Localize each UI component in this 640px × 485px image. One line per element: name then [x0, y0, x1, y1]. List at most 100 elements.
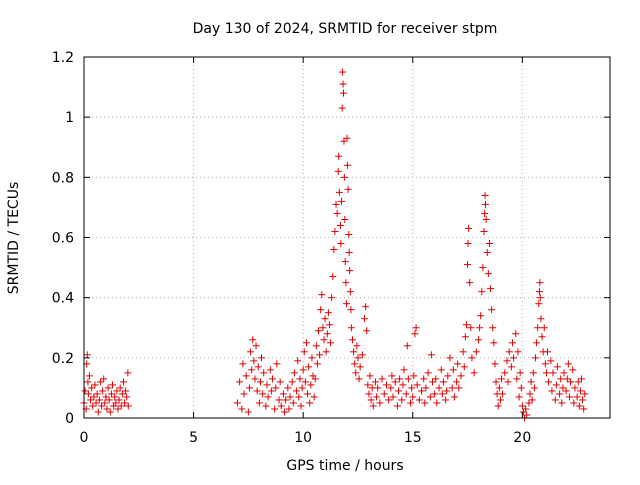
data-point [295, 393, 303, 401]
data-point [245, 384, 253, 392]
data-point [302, 339, 310, 347]
data-point [252, 342, 260, 350]
data-point [121, 399, 129, 407]
data-point [356, 363, 364, 371]
data-point [391, 378, 399, 386]
data-point [418, 387, 426, 395]
data-point [510, 354, 518, 362]
data-point [305, 363, 313, 371]
data-point [464, 240, 472, 248]
data-point [249, 336, 257, 344]
data-point [100, 375, 108, 383]
data-point [107, 390, 115, 398]
data-point [315, 327, 323, 335]
data-point [98, 402, 106, 410]
data-point [534, 324, 542, 332]
data-point [124, 369, 132, 377]
data-point [103, 405, 111, 413]
data-point [389, 393, 397, 401]
data-point [105, 396, 113, 404]
data-point [242, 372, 250, 380]
data-point [487, 285, 495, 293]
data-point [347, 324, 355, 332]
data-point [331, 227, 339, 235]
data-point [343, 134, 351, 142]
data-point [525, 399, 533, 407]
x-tick-label: 0 [80, 430, 89, 446]
data-point [327, 339, 335, 347]
data-point [453, 378, 461, 386]
data-point [496, 396, 504, 404]
data-point [333, 209, 341, 217]
data-point [387, 384, 395, 392]
grid-lines [84, 57, 610, 418]
data-point [358, 351, 366, 359]
x-axis-label: GPS time / hours [286, 458, 403, 474]
data-point [104, 384, 112, 392]
data-point [503, 357, 511, 365]
data-point [482, 200, 490, 208]
data-point [470, 369, 478, 377]
data-point [345, 249, 353, 257]
data-point [267, 387, 275, 395]
data-point [363, 327, 371, 335]
data-point [101, 399, 109, 407]
data-point [412, 324, 420, 332]
data-point [376, 399, 384, 407]
data-point [571, 384, 579, 392]
data-point [244, 408, 252, 416]
data-point [87, 396, 95, 404]
data-point [343, 300, 351, 308]
data-point [329, 273, 337, 281]
data-point [263, 381, 271, 389]
data-point [529, 369, 537, 377]
data-point [108, 381, 116, 389]
data-point [299, 366, 307, 374]
data-point [346, 267, 354, 275]
data-point [91, 381, 99, 389]
data-point [339, 80, 347, 88]
data-point [251, 375, 259, 383]
data-point [490, 339, 498, 347]
data-point [118, 390, 126, 398]
data-point [124, 402, 132, 410]
data-point [541, 360, 549, 368]
data-point [467, 324, 475, 332]
data-point [325, 321, 333, 329]
y-tick-label: 0.6 [52, 231, 74, 247]
data-point [579, 396, 587, 404]
data-point [461, 333, 469, 341]
data-point [350, 348, 358, 356]
data-point [352, 369, 360, 377]
data-point [382, 381, 390, 389]
data-point [488, 306, 496, 314]
data-point [518, 402, 526, 410]
data-point [516, 369, 524, 377]
data-point [575, 402, 583, 410]
data-point [481, 209, 489, 217]
data-point [258, 354, 266, 362]
data-point [84, 378, 92, 386]
data-point [468, 354, 476, 362]
data-point [476, 324, 484, 332]
data-point [450, 393, 458, 401]
data-point [492, 378, 500, 386]
data-point [328, 294, 336, 302]
data-point [341, 215, 349, 223]
data-point [465, 224, 473, 232]
data-point [533, 339, 541, 347]
data-point [407, 399, 415, 407]
data-point [335, 152, 343, 160]
data-point [364, 381, 372, 389]
data-point [489, 324, 497, 332]
data-point [393, 402, 401, 410]
data-point [92, 399, 100, 407]
data-point [562, 387, 570, 395]
data-point [279, 390, 287, 398]
data-point [362, 303, 370, 311]
data-point [254, 363, 262, 371]
data-point [427, 351, 435, 359]
data-point [491, 360, 499, 368]
data-point [557, 375, 565, 383]
